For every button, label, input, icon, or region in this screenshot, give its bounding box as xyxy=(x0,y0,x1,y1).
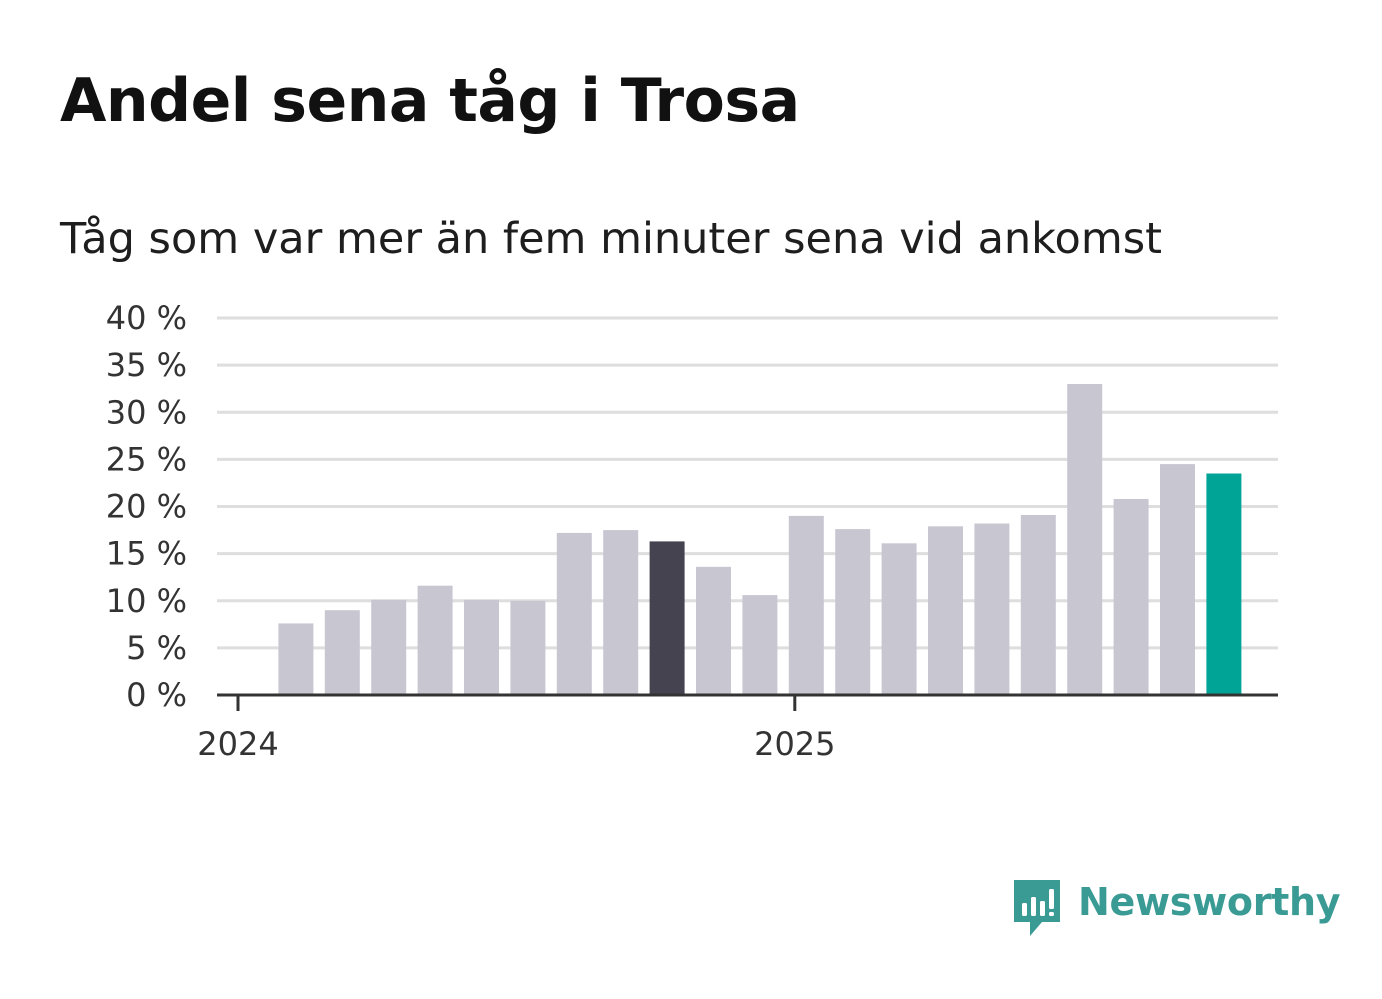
bar xyxy=(835,529,871,695)
bar xyxy=(928,526,963,695)
bar xyxy=(1160,464,1195,695)
bar xyxy=(417,585,453,695)
brand-logo: Newsworthy xyxy=(1010,876,1341,940)
bar xyxy=(603,530,639,695)
bar xyxy=(1067,384,1103,695)
bar xyxy=(371,599,407,695)
bar xyxy=(464,599,499,695)
chart-title: Andel sena tåg i Trosa xyxy=(60,66,800,136)
y-tick-label: 15 % xyxy=(106,535,187,573)
bar xyxy=(324,610,360,695)
y-tick-label: 25 % xyxy=(106,440,187,478)
bar xyxy=(278,623,314,695)
y-tick-label: 0 % xyxy=(126,676,187,714)
y-tick-label: 10 % xyxy=(106,582,187,620)
bar xyxy=(881,543,917,695)
bar xyxy=(510,600,546,696)
bars xyxy=(278,384,1242,696)
y-tick-label: 5 % xyxy=(126,629,187,667)
x-tick-label: 2025 xyxy=(754,725,835,763)
bar-highlighted xyxy=(649,541,685,695)
x-axis: 2024 2025 xyxy=(197,693,1278,763)
newsworthy-logo-icon xyxy=(1014,880,1060,936)
bar xyxy=(696,566,731,695)
brand-name: Newsworthy xyxy=(1078,880,1341,924)
y-tick-label: 30 % xyxy=(106,393,187,431)
bar xyxy=(742,595,778,695)
y-tick-label: 35 % xyxy=(106,346,187,384)
y-axis-ticks: 0 % 5 % 10 % 15 % 20 % 25 % 30 % 35 % 40 % xyxy=(106,299,187,714)
bar xyxy=(974,523,1010,695)
y-tick-label: 20 % xyxy=(106,488,187,526)
bar xyxy=(788,515,824,695)
bar xyxy=(1020,515,1056,695)
chart-subtitle: Tåg som var mer än fem minuter sena vid … xyxy=(60,214,1163,264)
bar xyxy=(1113,499,1149,695)
bar xyxy=(556,532,592,695)
bar-latest xyxy=(1206,473,1242,695)
y-tick-label: 40 % xyxy=(106,299,187,337)
x-tick-label: 2024 xyxy=(197,725,278,763)
